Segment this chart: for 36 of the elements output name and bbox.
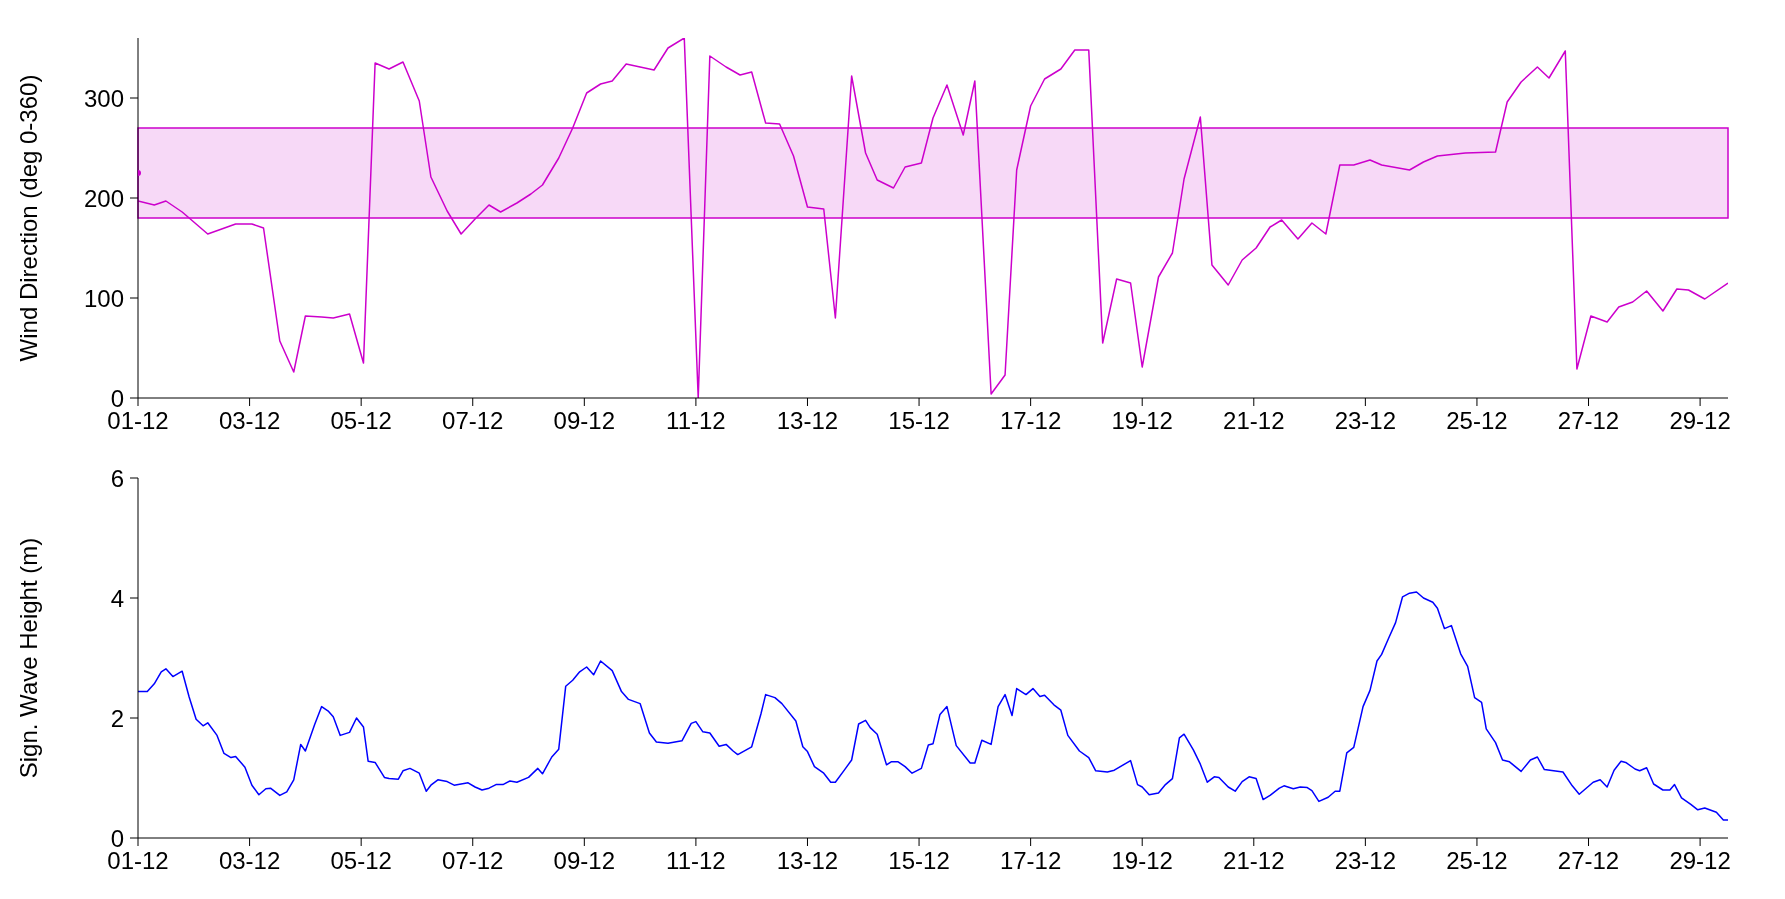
x-tick-label: 13-12 xyxy=(776,847,839,875)
y-axis-title: Wind Direction (deg 0-360) xyxy=(14,74,42,362)
x-tick-label: 13-12 xyxy=(776,407,839,435)
x-tick-label: 21-12 xyxy=(1223,847,1285,875)
x-tick-label: 17-12 xyxy=(999,407,1062,435)
x-tick-label: 07-12 xyxy=(442,407,504,435)
x-tick-label: 23-12 xyxy=(1334,847,1397,875)
y-axis-title: Sign. Wave Height (m) xyxy=(14,537,42,779)
y-tick-label: 100 xyxy=(83,284,124,312)
y-tick-label: 4 xyxy=(110,584,124,612)
x-tick-label: 05-12 xyxy=(330,847,392,875)
x-tick-label: 15-12 xyxy=(888,847,950,875)
y-tick-label: 6 xyxy=(110,464,124,492)
x-tick-label: 15-12 xyxy=(888,407,950,435)
x-tick-label: 03-12 xyxy=(218,407,281,435)
x-tick-label: 29-12 xyxy=(1669,407,1731,435)
x-tick-label: 11-12 xyxy=(666,407,726,435)
x-tick-label: 11-12 xyxy=(666,847,726,875)
x-tick-label: 27-12 xyxy=(1557,407,1620,435)
x-tick-label: 05-12 xyxy=(330,407,392,435)
y-tick-label: 2 xyxy=(110,704,124,732)
x-tick-label: 25-12 xyxy=(1446,407,1508,435)
x-tick-label: 29-12 xyxy=(1669,847,1731,875)
x-tick-label: 03-12 xyxy=(218,847,281,875)
x-tick-label: 19-12 xyxy=(1111,407,1173,435)
x-tick-label: 21-12 xyxy=(1223,407,1285,435)
y-tick-label: 200 xyxy=(83,184,124,212)
x-tick-label: 23-12 xyxy=(1334,407,1397,435)
x-tick-label: 09-12 xyxy=(553,847,616,875)
y-tick-label: 300 xyxy=(83,84,124,112)
x-tick-label: 17-12 xyxy=(999,847,1062,875)
x-tick-label: 27-12 xyxy=(1557,847,1620,875)
x-tick-label: 07-12 xyxy=(442,847,504,875)
x-tick-label: 09-12 xyxy=(553,407,616,435)
x-tick-label: 25-12 xyxy=(1446,847,1508,875)
x-tick-label: 19-12 xyxy=(1111,847,1173,875)
